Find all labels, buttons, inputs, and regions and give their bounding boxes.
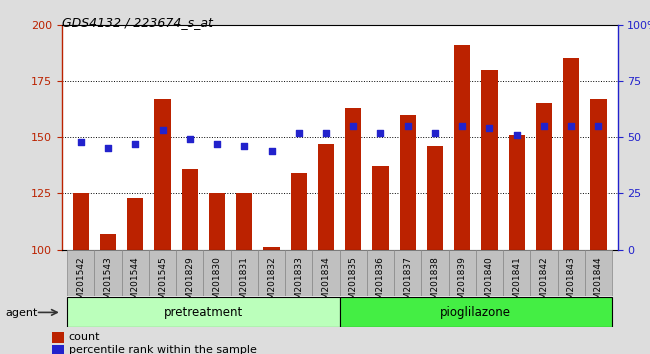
Bar bbox=[231, 250, 258, 296]
Text: GSM201543: GSM201543 bbox=[103, 256, 112, 311]
Bar bbox=[263, 247, 280, 250]
Text: GSM201837: GSM201837 bbox=[403, 256, 412, 312]
Text: GSM201830: GSM201830 bbox=[213, 256, 222, 312]
Point bbox=[457, 123, 467, 129]
Point bbox=[593, 123, 604, 129]
Bar bbox=[122, 250, 149, 296]
Text: GDS4132 / 223674_s_at: GDS4132 / 223674_s_at bbox=[62, 16, 213, 29]
Bar bbox=[318, 144, 334, 250]
Text: GSM201834: GSM201834 bbox=[322, 256, 330, 311]
Point bbox=[484, 125, 495, 131]
Bar bbox=[339, 250, 367, 296]
Bar bbox=[236, 193, 252, 250]
Bar bbox=[585, 250, 612, 296]
Point bbox=[239, 143, 250, 149]
Point bbox=[430, 130, 440, 136]
Bar bbox=[400, 115, 416, 250]
Bar bbox=[503, 250, 530, 296]
Point bbox=[375, 130, 385, 136]
Point bbox=[566, 123, 577, 129]
Bar bbox=[476, 250, 503, 296]
Text: GSM201829: GSM201829 bbox=[185, 256, 194, 311]
Bar bbox=[52, 332, 64, 343]
Text: GSM201545: GSM201545 bbox=[158, 256, 167, 311]
Bar bbox=[590, 99, 606, 250]
Bar bbox=[372, 166, 389, 250]
Bar bbox=[67, 297, 339, 327]
Bar bbox=[176, 250, 203, 296]
Point bbox=[185, 137, 195, 142]
Bar bbox=[508, 135, 525, 250]
Point bbox=[75, 139, 86, 144]
Text: GSM201843: GSM201843 bbox=[567, 256, 576, 311]
Bar bbox=[427, 146, 443, 250]
Bar bbox=[94, 250, 122, 296]
Text: GSM201844: GSM201844 bbox=[594, 256, 603, 311]
Point bbox=[157, 127, 168, 133]
Bar bbox=[563, 58, 579, 250]
Text: GSM201840: GSM201840 bbox=[485, 256, 494, 311]
Bar bbox=[339, 297, 612, 327]
Bar bbox=[536, 103, 552, 250]
Bar bbox=[203, 250, 231, 296]
Text: GSM201542: GSM201542 bbox=[76, 256, 85, 311]
Point bbox=[348, 123, 358, 129]
Text: GSM201833: GSM201833 bbox=[294, 256, 304, 312]
Text: GSM201838: GSM201838 bbox=[430, 256, 439, 312]
Bar bbox=[127, 198, 144, 250]
Bar bbox=[52, 344, 64, 354]
Bar bbox=[291, 173, 307, 250]
Text: pioglilazone: pioglilazone bbox=[440, 306, 512, 319]
Bar bbox=[345, 108, 361, 250]
Text: GSM201835: GSM201835 bbox=[349, 256, 358, 312]
Bar bbox=[258, 250, 285, 296]
Bar bbox=[100, 234, 116, 250]
Bar bbox=[454, 45, 471, 250]
Point bbox=[321, 130, 332, 136]
Text: GSM201841: GSM201841 bbox=[512, 256, 521, 311]
Bar bbox=[181, 169, 198, 250]
Text: GSM201831: GSM201831 bbox=[240, 256, 249, 312]
Bar bbox=[149, 250, 176, 296]
Bar bbox=[285, 250, 313, 296]
Bar bbox=[367, 250, 394, 296]
Bar bbox=[209, 193, 225, 250]
Bar bbox=[67, 250, 94, 296]
Bar bbox=[481, 70, 498, 250]
Bar bbox=[313, 250, 339, 296]
Bar bbox=[73, 193, 89, 250]
Text: count: count bbox=[69, 332, 100, 342]
Point bbox=[212, 141, 222, 147]
Text: GSM201839: GSM201839 bbox=[458, 256, 467, 312]
Point bbox=[103, 145, 113, 151]
Bar bbox=[448, 250, 476, 296]
Point bbox=[512, 132, 522, 138]
Text: GSM201544: GSM201544 bbox=[131, 256, 140, 311]
Text: percentile rank within the sample: percentile rank within the sample bbox=[69, 345, 257, 354]
Point bbox=[402, 123, 413, 129]
Text: GSM201832: GSM201832 bbox=[267, 256, 276, 311]
Text: pretreatment: pretreatment bbox=[164, 306, 243, 319]
Bar bbox=[394, 250, 421, 296]
Bar bbox=[421, 250, 448, 296]
Text: agent: agent bbox=[5, 308, 38, 318]
Point bbox=[539, 123, 549, 129]
Point bbox=[266, 148, 277, 154]
Bar bbox=[558, 250, 585, 296]
Bar bbox=[155, 99, 171, 250]
Point bbox=[294, 130, 304, 136]
Point bbox=[130, 141, 140, 147]
Bar bbox=[530, 250, 558, 296]
Text: GSM201842: GSM201842 bbox=[540, 256, 549, 311]
Text: GSM201836: GSM201836 bbox=[376, 256, 385, 312]
